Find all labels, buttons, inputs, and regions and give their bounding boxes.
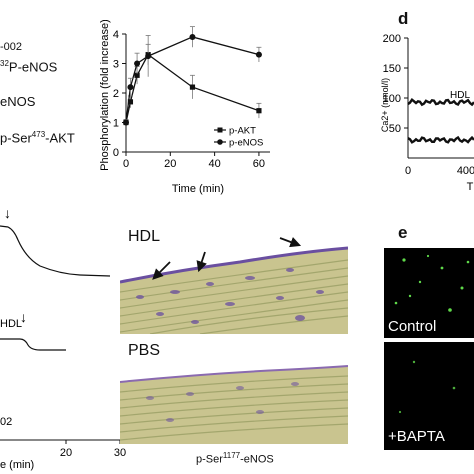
d-trace-label: HDL [450,90,470,101]
data-point-p-AKT [189,84,196,90]
data-point-p-AKT [127,99,134,105]
data-point-p-eNOS [127,84,134,91]
b-xtick-label: 30 [114,447,126,459]
data-point-p-eNOS [145,53,152,60]
panel-c-caption: p-Ser1177-eNOS [196,451,274,466]
chart-ytick-label: 4 [113,29,119,41]
chart-xtick-label: 40 [208,158,220,170]
fluorescence-label-bapta: +BAPTA [388,428,445,445]
legend-label-p-AKT: p-AKT [229,126,256,137]
fluorescence-dots-bapta [398,360,456,414]
data-point-p-eNOS [134,60,141,67]
legend-marker-p-AKT [217,127,223,133]
legend-line-1: -002 [0,41,23,53]
legend-marker-p-eNOS [217,139,223,145]
chart-ytick-label: 3 [113,59,119,71]
d-ytick-label: 150 [383,63,401,75]
fluorescence-label-control: Control [388,318,437,335]
d-xlabel-partial: T [467,181,474,193]
d-ytick-label: 50 [389,123,401,135]
d-xtick-label: 0 [405,165,411,177]
b-hdl-label: HDL [0,318,22,330]
data-point-p-eNOS [123,119,129,126]
fluorescence-control: Control [384,248,474,338]
b-time-label: e (min) [0,459,34,471]
legend-line-4: p-Ser473-AKT [0,130,75,146]
b-traces: ↓ HDL ↓ 02 20 30 e (min) [0,205,132,471]
micrograph-label-hdl: HDL [128,228,161,245]
d-xtick-label: 400 [457,165,474,177]
chart-xlabel: Time (min) [172,183,224,195]
d-ylabel: Ca2+ (nmol/l) [380,78,390,132]
legend-label-p-eNOS: p-eNOS [229,138,263,149]
fluorescence-dots-control [394,254,470,312]
d-ytick-label: 200 [383,33,401,45]
micrograph-label-pbs: PBS [128,342,161,359]
tissue-image-pbs [120,336,348,444]
d-ytick-label: 100 [383,93,401,105]
legend-line-3: eNOS [0,94,36,109]
chart-ytick-label: 1 [113,118,119,130]
calcium-chart: Ca2+ (nmol/l) 200 150 100 50 0 400 T HDL [380,33,474,193]
data-point-p-AKT [256,108,262,114]
data-point-p-AKT [134,72,140,78]
chart-xtick-label: 0 [123,158,129,170]
legend-line-2: 32P-eNOS [0,59,58,75]
b-arrow-2: ↓ [20,309,27,325]
panel-letter-e: e [398,223,408,242]
data-point-p-eNOS [255,51,262,58]
b-arrow-1: ↓ [4,205,11,221]
panel-letter-d: d [398,9,409,28]
b-trace-1 [0,225,111,277]
d-trace-lower [407,135,474,144]
data-point-p-eNOS [189,33,196,40]
b-xtick-label: 20 [60,447,72,459]
chart-ytick-label: 2 [113,88,119,100]
fluorescence-bapta: +BAPTA [384,342,474,450]
micrograph-pbs: PBS [120,336,348,444]
b-bottom-label: 02 [0,416,12,428]
d-trace-upper [407,97,474,107]
b-trace-2 [0,338,66,351]
series-line-p-AKT [125,53,260,123]
chart-xtick-label: 60 [253,158,265,170]
chart-ylabel: Phosphorylation (fold increase) [99,20,111,171]
chart-ytick-label: 0 [113,147,119,159]
chart-xtick-label: 20 [164,158,176,170]
tissue-image-hdl [120,222,348,334]
micrograph-hdl: HDL [120,222,348,334]
series-line-p-eNOS [125,36,260,123]
